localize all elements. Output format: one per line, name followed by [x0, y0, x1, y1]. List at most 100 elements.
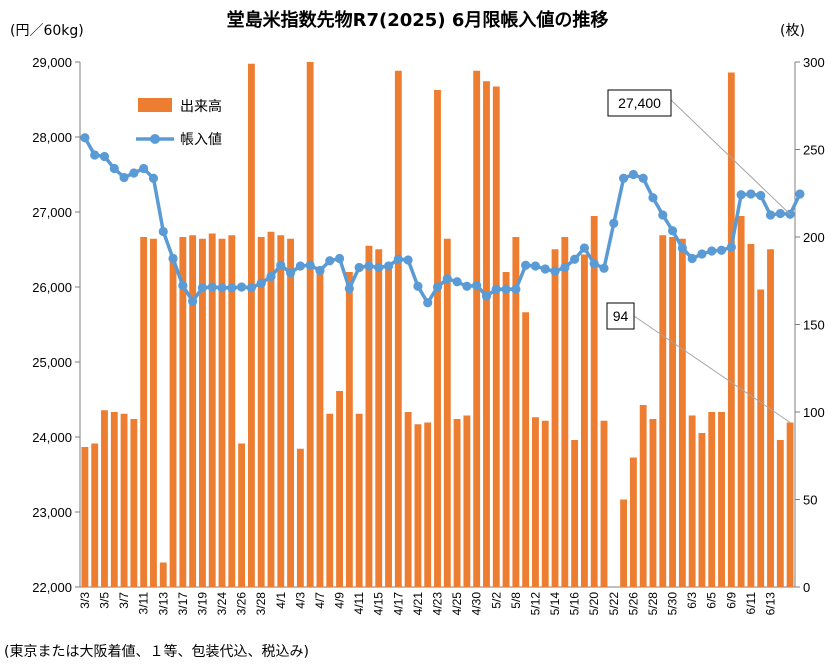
callout-label-volume: 94	[613, 308, 629, 324]
x-tick-label: 6/5	[705, 592, 719, 609]
settlement-point	[726, 242, 736, 252]
volume-bar	[150, 238, 157, 587]
volume-bar	[199, 238, 206, 587]
left-tick-label: 27,000	[32, 205, 72, 220]
volume-bar	[306, 62, 314, 587]
x-tick-label: 6/3	[685, 592, 699, 609]
x-tick-label: 4/11	[352, 592, 366, 615]
volume-bar	[238, 443, 246, 587]
right-tick-label: 150	[803, 318, 825, 333]
settlement-point	[707, 246, 717, 256]
settlement-point	[736, 190, 746, 200]
volume-bar	[424, 422, 432, 587]
volume-bar	[120, 413, 128, 587]
settlement-point	[148, 173, 159, 183]
settlement-point	[256, 278, 266, 288]
x-tick-label: 4/30	[470, 592, 484, 616]
volume-bar	[287, 238, 295, 587]
settlement-point	[276, 260, 286, 270]
right-tick-label: 300	[803, 55, 825, 70]
settlement-point	[511, 284, 521, 294]
settlement-point	[237, 282, 247, 292]
volume-bar	[218, 238, 226, 587]
volume-bar	[532, 417, 539, 587]
x-tick-label: 4/9	[333, 592, 347, 609]
volume-bar	[571, 440, 579, 587]
volume-bar	[502, 272, 510, 587]
volume-bar	[277, 235, 285, 587]
volume-bar	[737, 216, 745, 587]
settlement-point	[570, 254, 580, 264]
callout-label-settlement: 27,400	[618, 95, 661, 111]
legend-label-volume: 出来高	[180, 98, 222, 115]
volume-bar	[414, 424, 422, 587]
settlement-point	[491, 284, 501, 294]
volume-bar	[394, 70, 402, 587]
volume-bar	[473, 70, 481, 587]
volume-bar	[336, 391, 343, 587]
volume-bar	[767, 249, 774, 587]
settlement-point	[599, 263, 609, 273]
settlement-point	[393, 254, 403, 264]
settlement-point	[628, 169, 638, 180]
x-tick-label: 5/22	[607, 592, 621, 616]
volume-bar	[375, 249, 383, 587]
volume-bar	[208, 233, 216, 587]
volume-bar	[708, 412, 716, 587]
settlement-point	[442, 274, 452, 284]
settlement-point	[746, 189, 756, 199]
x-tick-label: 5/30	[666, 592, 680, 616]
right-axis-unit: (枚)	[780, 23, 805, 39]
volume-bar	[345, 272, 353, 587]
volume-bar	[590, 216, 598, 587]
x-tick-label: 6/9	[724, 592, 738, 609]
volume-bar	[296, 448, 304, 587]
settlement-point	[129, 168, 139, 178]
settlement-point	[589, 259, 599, 269]
right-tick-label: 250	[803, 143, 825, 158]
volume-bar	[169, 254, 177, 587]
legend-label-settlement: 帳入値	[180, 132, 222, 148]
settlement-point	[432, 282, 443, 292]
volume-bar	[727, 72, 735, 587]
settlement-point	[207, 282, 217, 292]
x-tick-label: 3/3	[78, 592, 92, 609]
volume-bar	[698, 433, 706, 587]
volume-bar	[512, 237, 520, 587]
volume-bar	[101, 410, 108, 587]
settlement-point	[354, 262, 364, 273]
volume-bar	[140, 237, 148, 587]
settlement-point	[648, 193, 658, 203]
volume-bar	[326, 413, 334, 587]
settlement-point	[99, 151, 110, 162]
settlement-point	[687, 253, 697, 264]
volume-bar	[620, 499, 628, 587]
volume-bar	[404, 412, 412, 587]
volume-bar	[639, 405, 647, 587]
settlement-point	[285, 268, 296, 278]
volume-bar	[551, 249, 559, 587]
callout-leader-line	[633, 315, 791, 423]
callout-box-settlement	[607, 89, 672, 117]
settlement-point	[197, 283, 208, 293]
volume-bar	[189, 235, 197, 587]
settlement-point	[521, 260, 531, 270]
settlement-point	[716, 245, 727, 255]
chart-title: 堂島米指数先物R7(2025) 6月限帳入値の推移	[226, 10, 609, 31]
volume-bar	[159, 562, 167, 587]
settlement-point	[677, 243, 687, 253]
settlement-point	[530, 261, 541, 271]
volume-bar	[776, 440, 784, 587]
volume-bar	[91, 443, 99, 587]
volume-bar	[718, 412, 725, 587]
volume-bar	[110, 412, 118, 587]
x-tick-label: 5/14	[548, 592, 562, 616]
settlement-point	[618, 173, 629, 183]
volume-bar	[179, 237, 187, 587]
legend-bar-swatch	[138, 98, 172, 112]
x-tick-label: 4/25	[450, 592, 464, 616]
volume-bar	[688, 415, 696, 587]
callout-leader-line	[670, 99, 791, 215]
settlement-point	[334, 253, 345, 264]
volume-bar	[541, 420, 549, 587]
